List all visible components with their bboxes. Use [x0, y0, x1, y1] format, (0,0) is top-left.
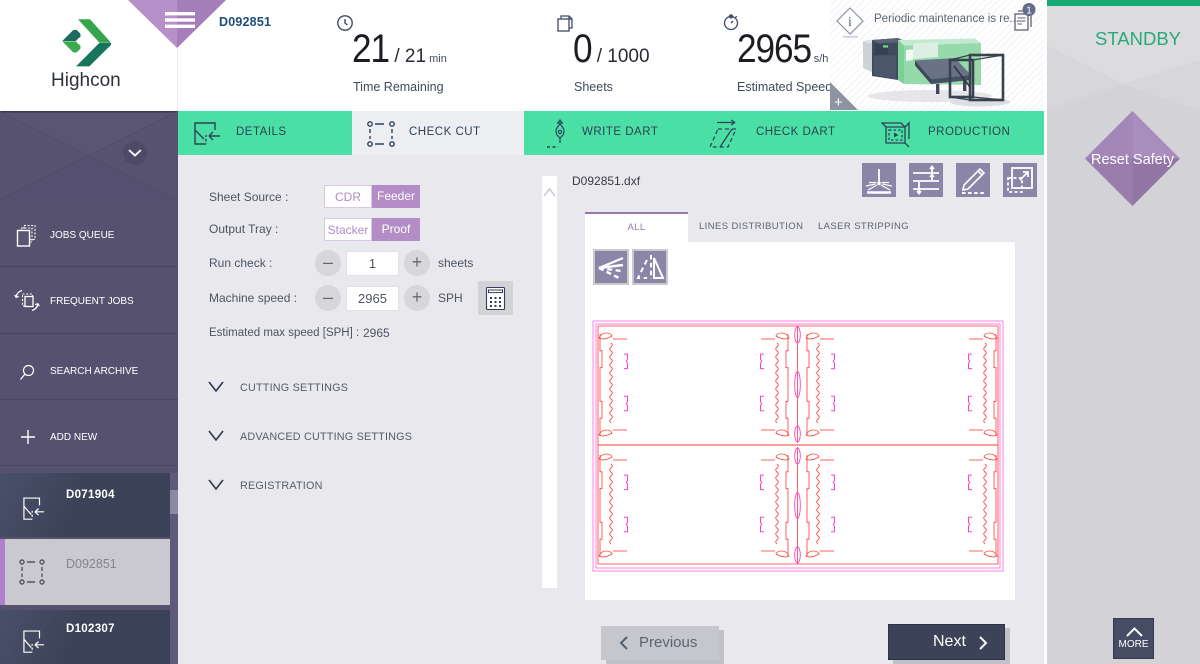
svg-text:i: i — [848, 15, 852, 30]
svg-text:+: + — [834, 94, 843, 110]
svg-text:1: 1 — [1026, 6, 1032, 17]
